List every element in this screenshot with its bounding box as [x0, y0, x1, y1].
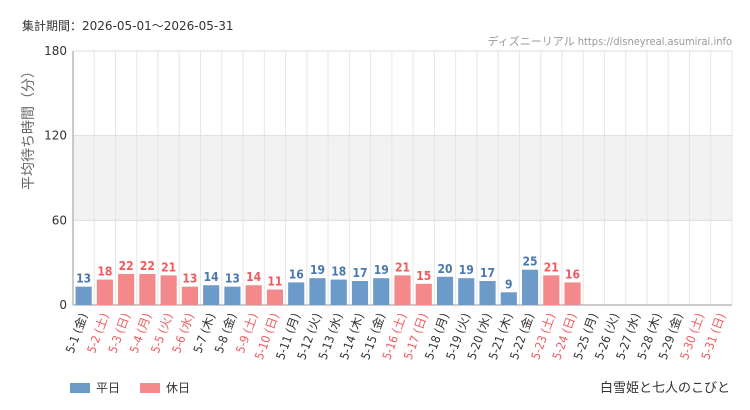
bar [330, 279, 347, 305]
bar [118, 273, 135, 305]
bar-value-label: 13 [76, 272, 91, 286]
bar-value-label: 19 [310, 263, 325, 277]
bar [96, 279, 113, 305]
y-tick-label: 120 [44, 129, 67, 143]
bar [415, 283, 432, 305]
bar-value-label: 13 [225, 272, 240, 286]
source-credit: ディズニーリアル https://disneyreal.asumirai.inf… [487, 35, 732, 48]
bar [458, 278, 475, 305]
bar [139, 273, 156, 305]
y-tick-label: 60 [52, 213, 67, 227]
bar-value-label: 17 [480, 266, 495, 280]
bar-value-label: 22 [140, 259, 155, 273]
bar [479, 281, 496, 305]
bar-value-label: 15 [416, 269, 431, 283]
bar-value-label: 19 [374, 263, 389, 277]
bar-value-label: 9 [505, 277, 513, 291]
bar [288, 282, 305, 305]
legend-label-weekday: 平日 [96, 381, 121, 395]
bar-value-label: 14 [204, 270, 220, 284]
bar [266, 289, 284, 305]
bar [309, 278, 326, 305]
legend-label-holiday: 休日 [166, 381, 191, 395]
bar [564, 282, 581, 305]
bar-value-label: 20 [438, 262, 453, 276]
legend-swatch-weekday [70, 382, 90, 393]
bar-value-label: 25 [523, 255, 538, 269]
bar-value-label: 17 [352, 266, 367, 280]
bar [373, 278, 390, 305]
legend: 平日 休日 [70, 379, 190, 396]
bar-value-label: 16 [289, 267, 304, 281]
bar [543, 275, 560, 305]
bar [75, 286, 92, 305]
bar-value-label: 18 [331, 265, 346, 279]
bar-value-label: 21 [161, 260, 176, 274]
bar-value-label: 16 [565, 267, 580, 281]
bar-value-label: 19 [459, 263, 474, 277]
bar [245, 285, 262, 305]
bar [500, 292, 517, 305]
bar-value-label: 21 [544, 260, 559, 274]
bar-value-label: 18 [97, 265, 112, 279]
shaded-band [73, 135, 732, 221]
bar [160, 275, 177, 305]
bar [521, 269, 539, 305]
y-tick-label: 0 [59, 298, 67, 312]
bar-value-label: 14 [246, 270, 262, 284]
bar [181, 286, 198, 305]
bar [203, 285, 220, 305]
aggregation-period: 集計期間：2026-05-01〜2026-05-31 [22, 19, 234, 33]
bar [224, 286, 241, 305]
attraction-name: 白雪姫と七人のこびと [599, 381, 730, 396]
bar-value-label: 22 [119, 259, 134, 273]
bar [351, 281, 369, 305]
bar-value-label: 13 [182, 272, 197, 286]
bar [436, 276, 454, 305]
bar [394, 275, 411, 305]
bar-value-label: 11 [267, 274, 282, 288]
y-tick-label: 180 [44, 44, 67, 58]
legend-swatch-holiday [140, 382, 161, 393]
bar-value-label: 21 [395, 260, 410, 274]
